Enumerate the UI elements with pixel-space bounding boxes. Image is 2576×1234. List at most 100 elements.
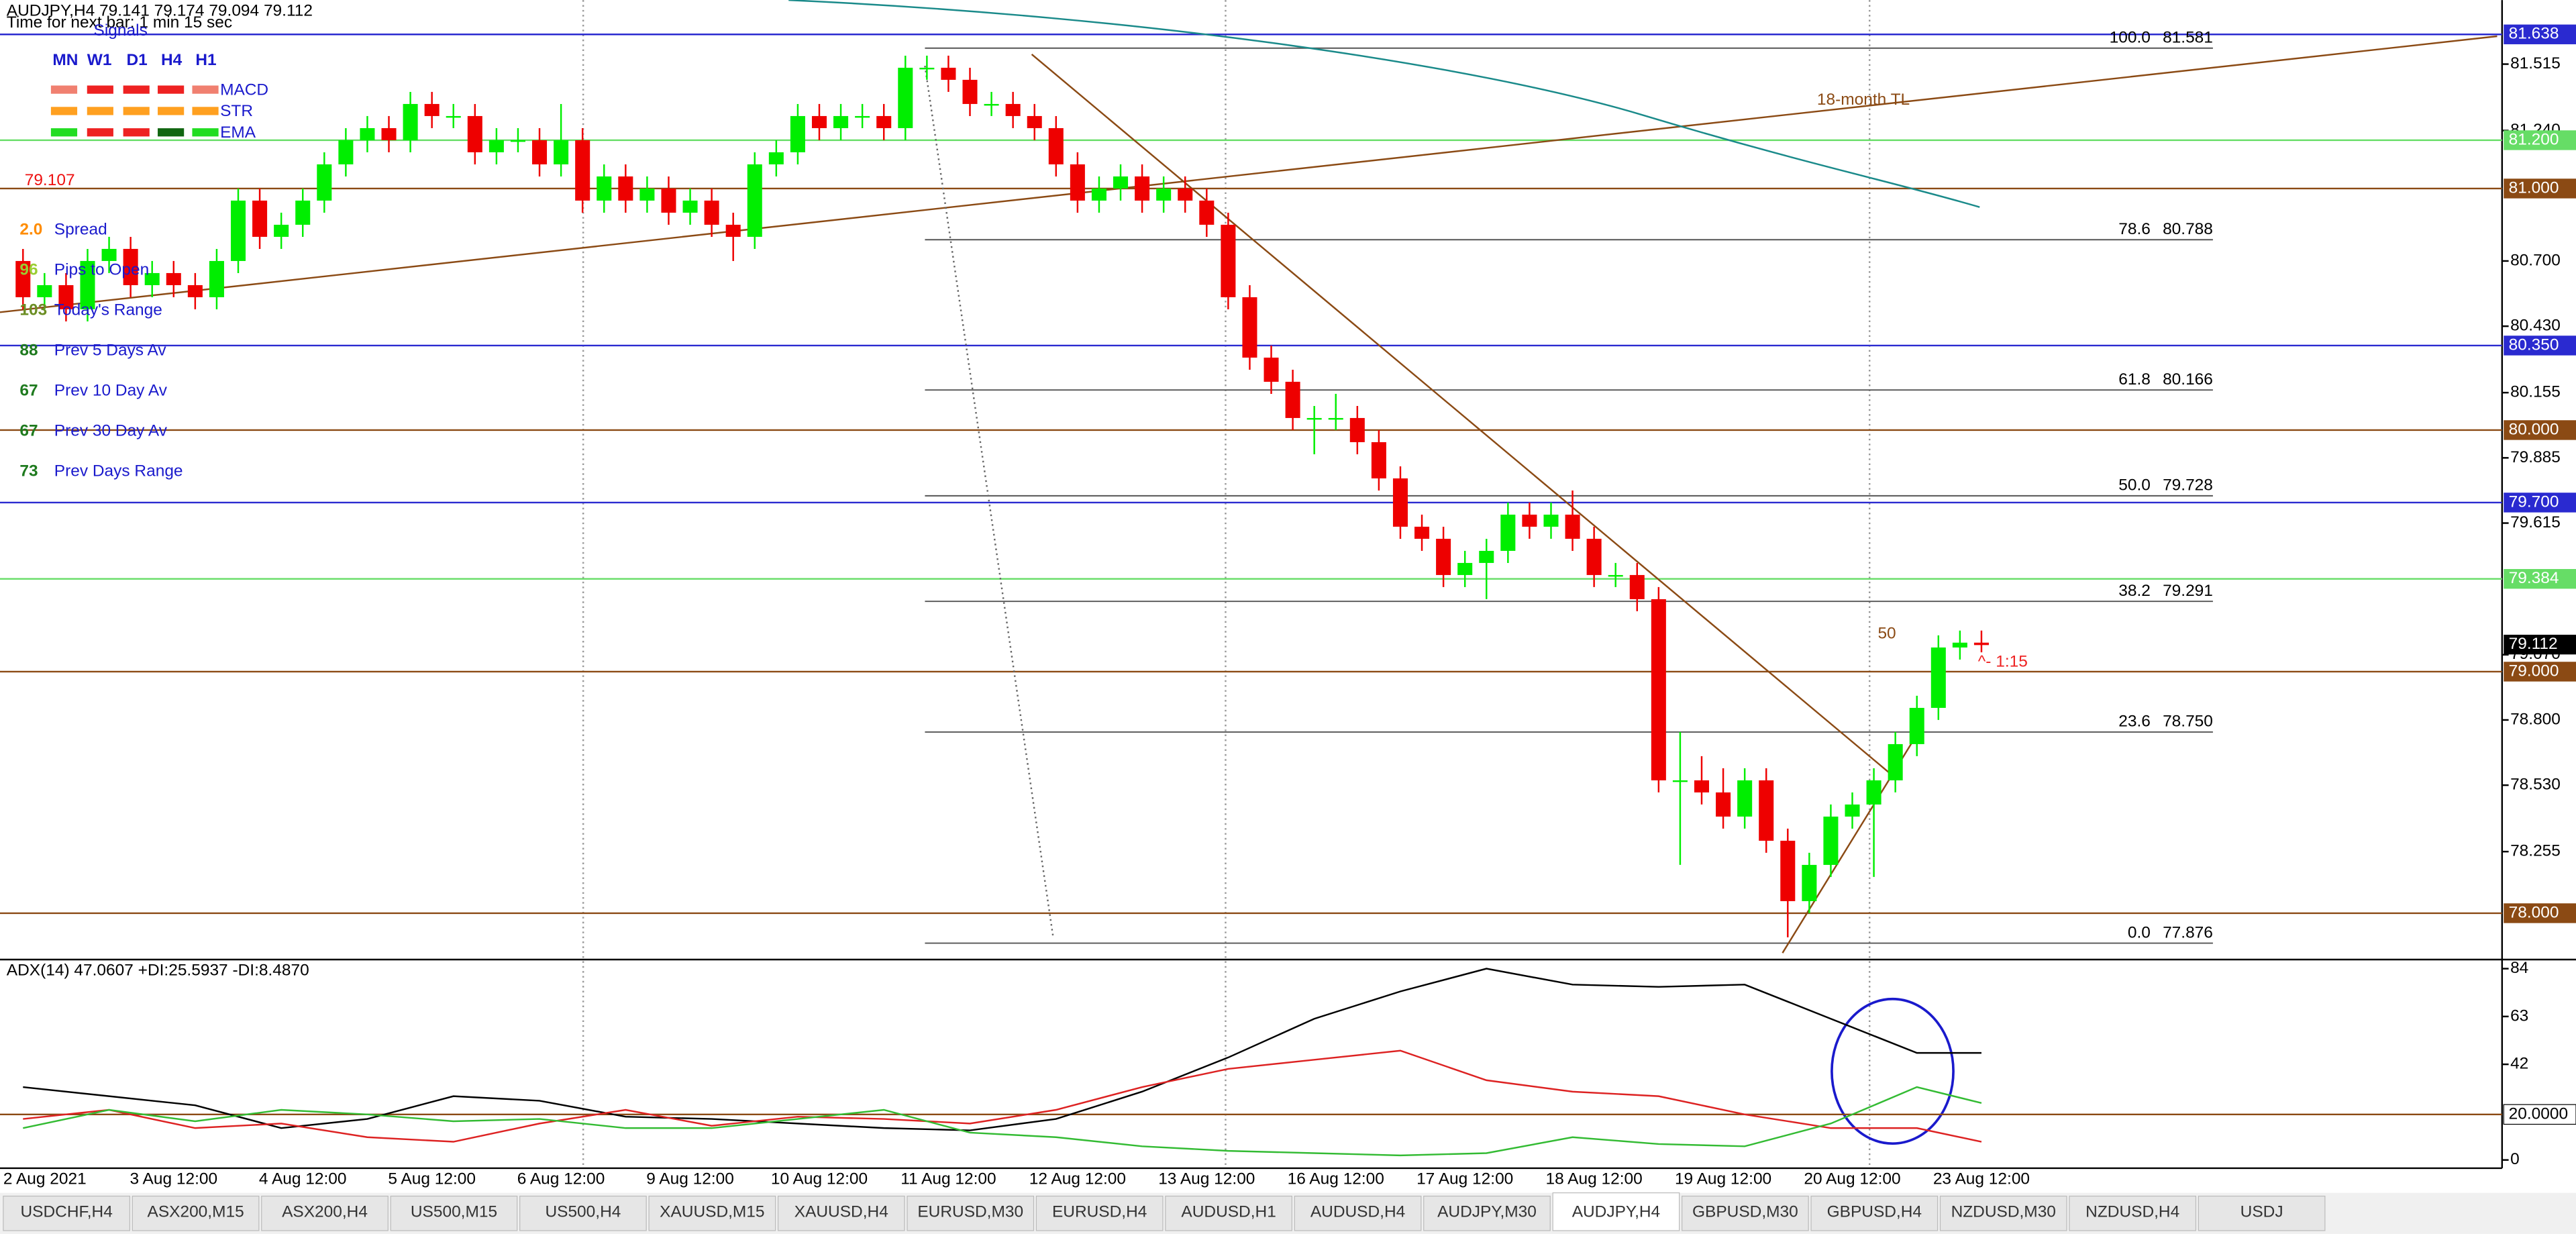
signal-box (50, 107, 78, 115)
tab-label[interactable]: ASX200,H4 (282, 1202, 368, 1221)
tab[interactable] (390, 1195, 518, 1231)
tab[interactable] (519, 1195, 647, 1231)
candle-body (1156, 188, 1172, 201)
candle-body (855, 115, 870, 118)
tab-label[interactable]: AUDJPY,M30 (1437, 1202, 1537, 1221)
timeframe: MN (52, 51, 78, 69)
candle-body (1005, 103, 1021, 116)
candle-body (510, 140, 525, 142)
candle-body (532, 140, 548, 164)
candle-body (381, 127, 397, 140)
tab-label[interactable]: US500,M15 (411, 1202, 497, 1221)
signal-box (192, 107, 219, 115)
tab-label[interactable]: ASX200,M15 (148, 1202, 244, 1221)
candle-body (1392, 478, 1408, 527)
adx-line (23, 968, 1981, 1131)
tab[interactable] (1939, 1195, 2067, 1231)
tab-active[interactable] (1552, 1192, 1680, 1231)
tab-label[interactable]: XAUUSD,M15 (660, 1202, 764, 1221)
tab-label[interactable]: USDCHF,H4 (20, 1202, 112, 1221)
info-price: 79.107 (25, 171, 75, 189)
info-value: 2.0 (19, 220, 42, 238)
tab[interactable] (261, 1195, 389, 1231)
x-tick-label: 2 Aug 2021 (3, 1170, 87, 1188)
level-label-box (2504, 178, 2576, 199)
tab-label[interactable]: GBPUSD,H4 (1827, 1202, 1922, 1221)
candle-body (1264, 357, 1279, 382)
info-value: 96 (19, 260, 38, 278)
info-label: Prev 30 Day Av (54, 421, 168, 440)
x-tick-label: 6 Aug 12:00 (517, 1170, 605, 1188)
tab-label[interactable]: NZDUSD,H4 (2085, 1202, 2179, 1221)
annotation: ^- 1:15 (1978, 652, 2028, 670)
x-tick-label: 18 Aug 12:00 (1546, 1170, 1643, 1188)
candle-body (1629, 574, 1645, 599)
candle-body (1802, 864, 1817, 901)
info-label: Today's Range (54, 301, 162, 319)
header-timer: Time for next bar: 1 min 15 sec (7, 13, 232, 32)
tab[interactable] (1810, 1195, 1939, 1231)
candle-body (876, 115, 892, 128)
fib-level: 100.0 (2110, 29, 2151, 47)
candle-body (1952, 642, 1967, 648)
tab-label[interactable]: US500,H4 (545, 1202, 621, 1221)
tab[interactable] (3, 1195, 131, 1231)
tab[interactable] (1035, 1195, 1164, 1231)
x-tick-label: 20 Aug 12:00 (1804, 1170, 1900, 1188)
candle-body (295, 200, 311, 225)
level-label: 78.000 (2509, 903, 2559, 921)
adx-level-box (2503, 1104, 2576, 1125)
level-label-box (2504, 569, 2576, 589)
signal-box (192, 85, 219, 94)
tab[interactable] (907, 1195, 1035, 1231)
candle-body (1737, 780, 1753, 817)
tab[interactable] (2198, 1195, 2326, 1231)
candle-body (941, 67, 956, 80)
x-tick-label: 4 Aug 12:00 (259, 1170, 347, 1188)
fib-level: 38.2 (2118, 582, 2151, 600)
signal-box (158, 107, 185, 115)
tab-label[interactable]: XAUUSD,H4 (794, 1202, 888, 1221)
tab[interactable] (2069, 1195, 2197, 1231)
candle-body (230, 200, 246, 261)
candle-body (467, 115, 482, 152)
candle-body (1823, 816, 1839, 865)
adx-pane: 84 63 42 0 20.0000 (0, 959, 2576, 1168)
tab[interactable] (1165, 1195, 1292, 1231)
candle-body (747, 164, 762, 237)
tab[interactable] (1682, 1195, 1809, 1231)
tab[interactable] (648, 1195, 776, 1231)
tab-label[interactable]: EURUSD,H4 (1052, 1202, 1147, 1221)
candle-body (1522, 514, 1537, 527)
candle-body (725, 224, 741, 237)
signal-box (87, 128, 113, 137)
candle-body (661, 188, 676, 213)
tab-label[interactable]: GBPUSD,M30 (1692, 1202, 1798, 1221)
header-symbol: AUDJPY,H4 79.141 79.174 79.094 79.112 (7, 2, 313, 20)
current-price-box (2504, 634, 2576, 655)
candle-body (1608, 574, 1623, 577)
tab-label[interactable]: AUDUSD,H1 (1181, 1202, 1276, 1221)
tab-label[interactable]: EURUSD,M30 (917, 1202, 1023, 1221)
info-value: 103 (19, 301, 47, 319)
candle-body (1221, 224, 1236, 297)
tab-label[interactable]: NZDUSD,M30 (1951, 1202, 2056, 1221)
candle-body (1199, 200, 1215, 225)
y-tick-label: 80.700 (2510, 251, 2561, 269)
tab[interactable] (777, 1195, 905, 1231)
tab[interactable] (132, 1195, 260, 1231)
x-tick-label: 13 Aug 12:00 (1158, 1170, 1255, 1188)
candle-body (962, 79, 978, 104)
tab[interactable] (1423, 1195, 1551, 1231)
info-value: 88 (19, 341, 38, 359)
candle-body (1070, 164, 1085, 201)
level-label-box (2504, 903, 2576, 923)
fib-level: 23.6 (2118, 713, 2151, 731)
candle-body (1672, 780, 1688, 782)
tab[interactable] (1294, 1195, 1422, 1231)
info-label: Prev 10 Day Av (54, 381, 168, 399)
tab-label[interactable]: AUDJPY,H4 (1572, 1202, 1660, 1221)
tab-label[interactable]: USDJ (2240, 1202, 2283, 1221)
tab-label[interactable]: AUDUSD,H4 (1310, 1202, 1405, 1221)
